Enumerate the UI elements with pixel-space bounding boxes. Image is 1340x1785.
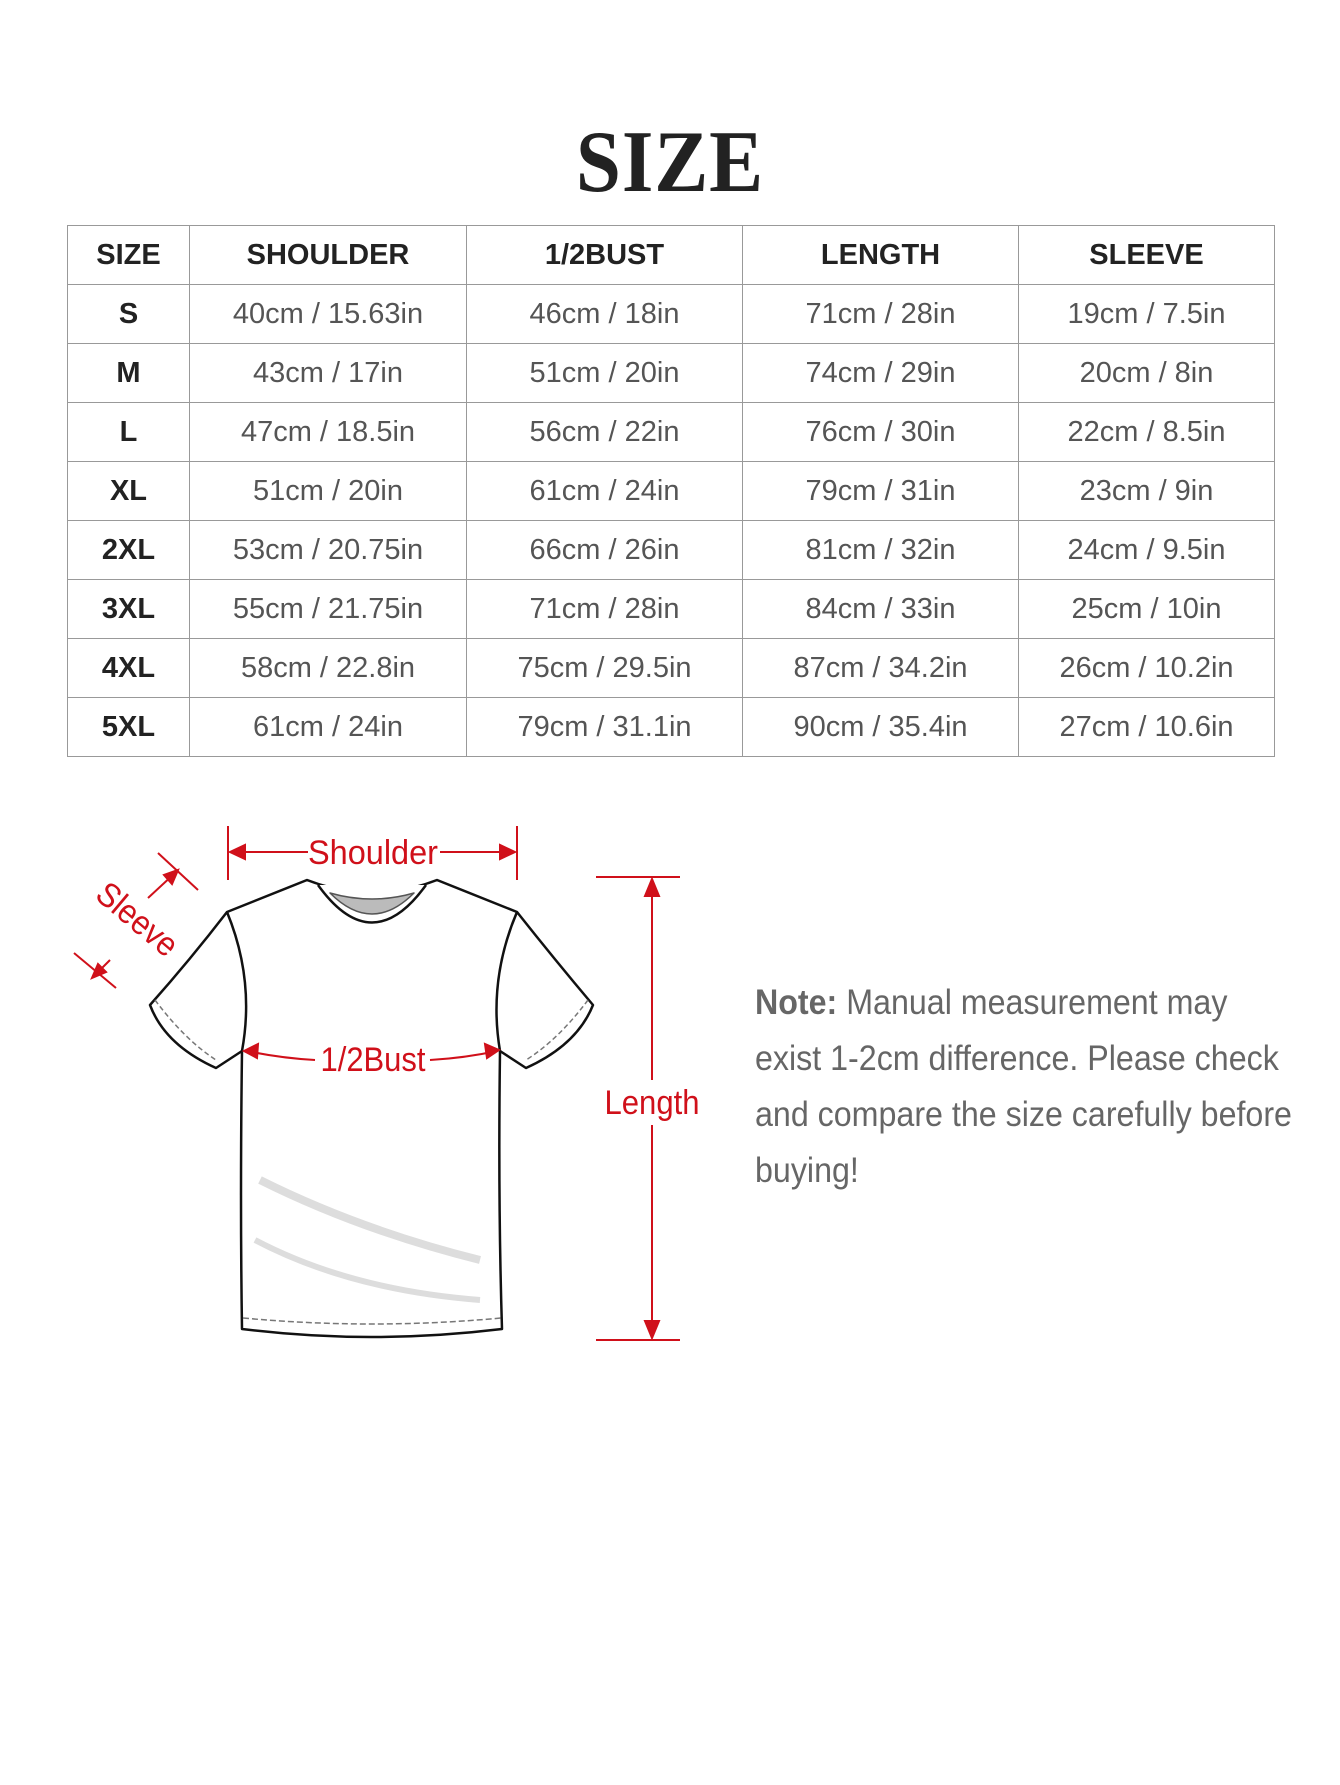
measurement-cell: 53cm / 20.75in [189,520,467,580]
table-row: 2XL 53cm / 20.75in 66cm / 26in 81cm / 32in 2… [67,520,1275,580]
measurement-cell: 51cm / 20in [189,461,467,521]
length-label: Length [605,1084,700,1122]
shoulder-label: Shoulder [308,834,438,872]
measurement-cell: 61cm / 24in [466,461,743,521]
table-row: 5XL 61cm / 24in 79cm / 31.1in 90cm / 35.4in… [67,697,1275,757]
size-cell: S [67,284,190,344]
column-header: SIZE [67,225,190,285]
size-cell: 5XL [67,697,190,757]
measurement-cell: 22cm / 8.5in [1018,402,1275,462]
measurement-cell: 47cm / 18.5in [189,402,467,462]
measurement-cell: 81cm / 32in [742,520,1019,580]
tshirt-icon [148,878,595,1339]
page-title: SIZE [575,114,765,211]
measurement-cell: 43cm / 17in [189,343,467,403]
measurement-cell: 26cm / 10.2in [1018,638,1275,698]
measurement-cell: 19cm / 7.5in [1018,284,1275,344]
measurement-cell: 79cm / 31in [742,461,1019,521]
table-row: M 43cm / 17in 51cm / 20in 74cm / 29in 20cm /… [67,343,1275,403]
table-row: XL 51cm / 20in 61cm / 24in 79cm / 31in 23cm … [67,461,1275,521]
measurement-note: Note: Manual measurement may exist 1-2cm… [755,975,1298,1199]
note-text: Manual measurement may exist 1-2cm diffe… [755,983,1292,1190]
measurement-cell: 23cm / 9in [1018,461,1275,521]
size-cell: XL [67,461,190,521]
column-header: LENGTH [742,225,1019,285]
measurement-cell: 66cm / 26in [466,520,743,580]
measurement-cell: 76cm / 30in [742,402,1019,462]
measurement-cell: 75cm / 29.5in [466,638,743,698]
size-cell: 3XL [67,579,190,639]
measurement-cell: 61cm / 24in [189,697,467,757]
measurement-cell: 46cm / 18in [466,284,743,344]
measurement-cell: 40cm / 15.63in [189,284,467,344]
measurement-cell: 56cm / 22in [466,402,743,462]
table-row: 3XL 55cm / 21.75in 71cm / 28in 84cm / 33in 2… [67,579,1275,639]
measurement-cell: 58cm / 22.8in [189,638,467,698]
measurement-cell: 55cm / 21.75in [189,579,467,639]
measurement-cell: 51cm / 20in [466,343,743,403]
measurement-cell: 24cm / 9.5in [1018,520,1275,580]
note-label: Note: [755,983,838,1022]
measurement-cell: 71cm / 28in [466,579,743,639]
column-header: SLEEVE [1018,225,1275,285]
size-table: SIZE SHOULDER 1/2BUST LENGTH SLEEVE S 40cm / … [67,225,1275,757]
measurement-cell: 20cm / 8in [1018,343,1275,403]
measurement-cell: 27cm / 10.6in [1018,697,1275,757]
size-cell: 2XL [67,520,190,580]
measurement-cell: 25cm / 10in [1018,579,1275,639]
measurement-cell: 87cm / 34.2in [742,638,1019,698]
size-cell: L [67,402,190,462]
column-header: SHOULDER [189,225,467,285]
table-row: 4XL 58cm / 22.8in 75cm / 29.5in 87cm / 34.2… [67,638,1275,698]
measurement-cell: 79cm / 31.1in [466,697,743,757]
column-header: 1/2BUST [466,225,743,285]
size-cell: 4XL [67,638,190,698]
table-row: S 40cm / 15.63in 46cm / 18in 71cm / 28in 19c… [67,284,1275,344]
table-header-row: SIZE SHOULDER 1/2BUST LENGTH SLEEVE [67,225,1275,285]
table-row: L 47cm / 18.5in 56cm / 22in 76cm / 30in 22cm… [67,402,1275,462]
tshirt-measurement-diagram: Shoulder 1/2Bust Length Sleeve [73,826,700,1341]
measurement-cell: 84cm / 33in [742,579,1019,639]
measurement-cell: 90cm / 35.4in [742,697,1019,757]
bust-label: 1/2Bust [321,1041,426,1079]
size-cell: M [67,343,190,403]
sleeve-label: Sleeve [88,874,185,964]
measurement-cell: 74cm / 29in [742,343,1019,403]
measurement-cell: 71cm / 28in [742,284,1019,344]
